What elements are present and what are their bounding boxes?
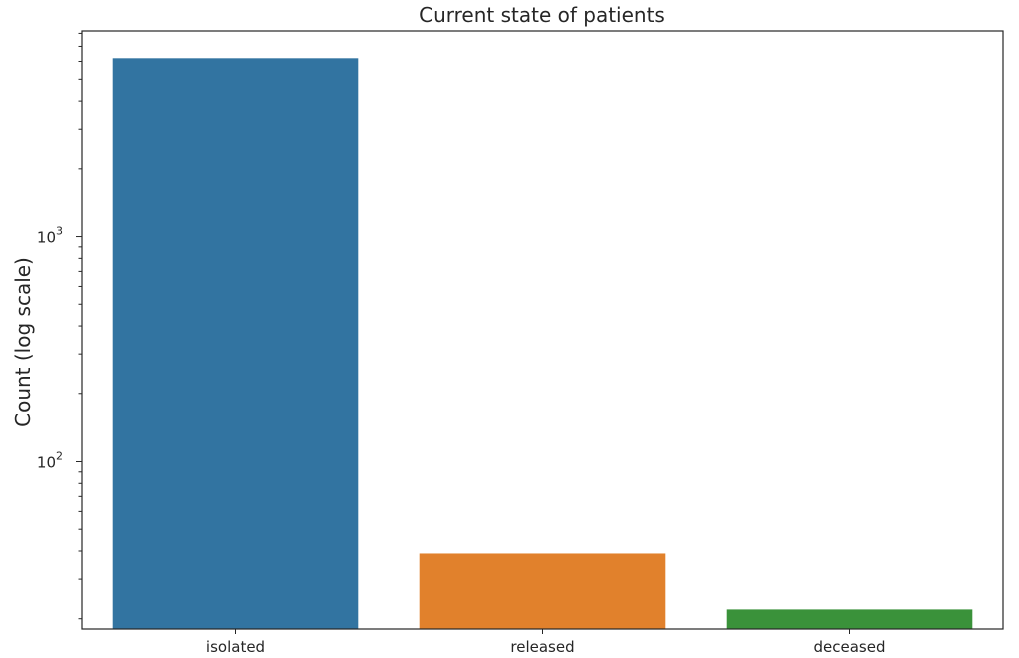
x-tick-label-deceased: deceased [814,638,886,656]
bar-deceased [726,609,973,629]
y-tick-label: 103 [37,225,63,247]
y-axis-label: Count (log scale) [11,257,35,427]
y-ticks-group: 102 103 [37,32,82,620]
y-tick-label: 102 [37,449,63,471]
plot-frame [81,30,1004,630]
x-tick-label-released: released [510,638,574,656]
bar-isolated [112,58,359,630]
bars-group [112,58,973,630]
x-tick-label-isolated: isolated [206,638,265,656]
x-ticks-group: isolated released deceased [206,629,886,656]
chart-title: Current state of patients [419,3,665,27]
bar-released [419,553,666,629]
